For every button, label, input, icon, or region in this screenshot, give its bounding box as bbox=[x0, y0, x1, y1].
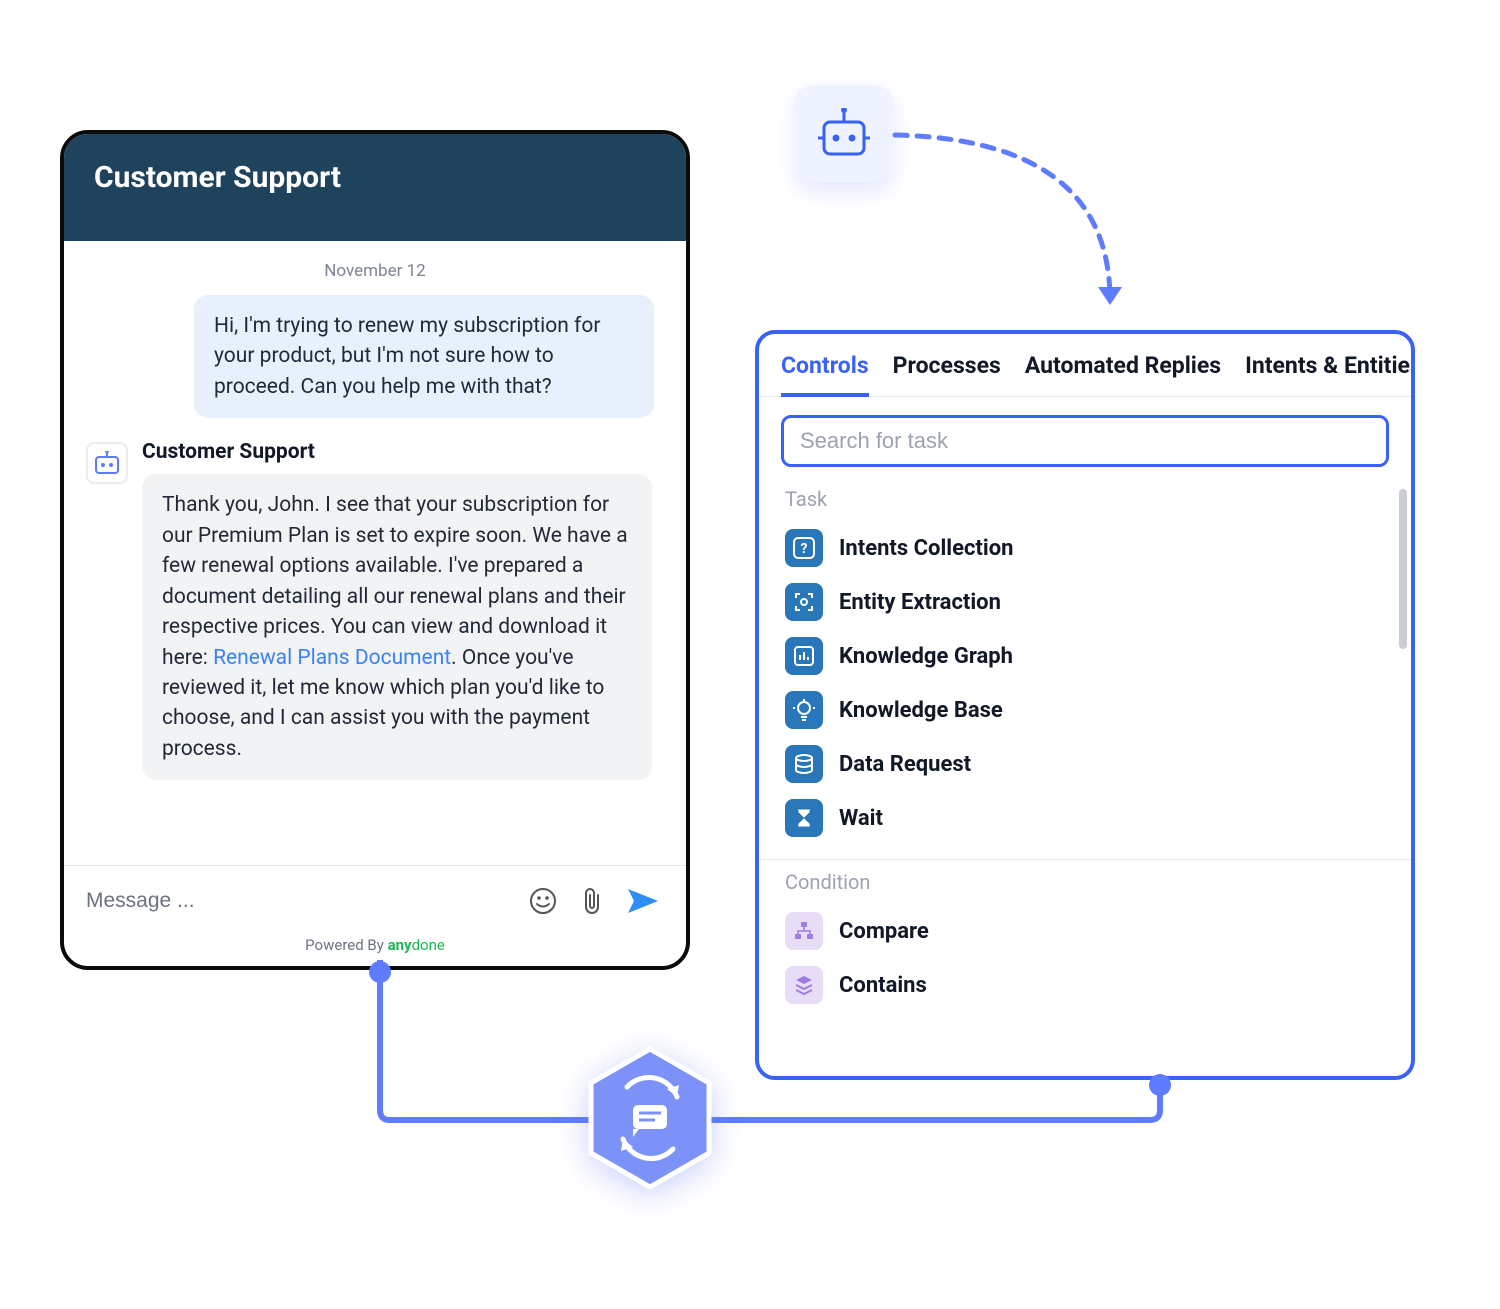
paperclip-icon bbox=[580, 886, 604, 916]
bot-message-bubble: Thank you, John. I see that your subscri… bbox=[142, 474, 652, 780]
chat-hex-icon bbox=[585, 1045, 715, 1191]
task-intents-collection[interactable]: ? Intents Collection bbox=[781, 521, 1389, 575]
chat-body: November 12 Hi, I'm trying to renew my s… bbox=[64, 241, 686, 865]
powered-by-label: Powered By bbox=[305, 936, 387, 954]
task-label: Entity Extraction bbox=[839, 590, 1001, 615]
section-condition-label: Condition bbox=[785, 870, 1389, 894]
bot-name-label: Customer Support bbox=[142, 440, 664, 464]
task-wait[interactable]: Wait bbox=[781, 791, 1389, 845]
task-label: Contains bbox=[839, 973, 927, 998]
hourglass-icon bbox=[785, 799, 823, 837]
tabs: Controls Processes Automated Replies Int… bbox=[759, 334, 1411, 397]
task-knowledge-base[interactable]: Knowledge Base bbox=[781, 683, 1389, 737]
task-label: Intents Collection bbox=[839, 536, 1013, 561]
dashed-connector bbox=[880, 120, 1200, 350]
task-label: Data Request bbox=[839, 752, 971, 777]
search-input[interactable] bbox=[781, 415, 1389, 467]
scrollbar[interactable] bbox=[1399, 489, 1407, 649]
user-message-text: Hi, I'm trying to renew my subscription … bbox=[214, 314, 600, 399]
chat-input-bar bbox=[64, 865, 686, 930]
chat-date: November 12 bbox=[86, 261, 664, 281]
scan-icon bbox=[785, 583, 823, 621]
database-icon bbox=[785, 745, 823, 783]
svg-text:?: ? bbox=[801, 541, 808, 557]
task-label: Wait bbox=[839, 806, 883, 831]
compare-icon bbox=[785, 912, 823, 950]
task-knowledge-graph[interactable]: Knowledge Graph bbox=[781, 629, 1389, 683]
tab-automated-replies[interactable]: Automated Replies bbox=[1025, 352, 1221, 396]
chat-footer: Powered By anydone bbox=[64, 930, 686, 966]
tab-processes[interactable]: Processes bbox=[893, 352, 1001, 396]
section-divider bbox=[759, 859, 1411, 860]
tab-intents-entities[interactable]: Intents & Entities bbox=[1245, 352, 1415, 396]
controls-panel: Controls Processes Automated Replies Int… bbox=[755, 330, 1415, 1080]
robot-icon bbox=[816, 108, 872, 160]
smile-icon bbox=[528, 886, 558, 916]
chart-icon bbox=[785, 637, 823, 675]
question-icon: ? bbox=[785, 529, 823, 567]
task-list: Task ? Intents Collection Entity Extract… bbox=[759, 477, 1411, 1076]
condition-contains[interactable]: Contains bbox=[781, 958, 1389, 1012]
section-task-label: Task bbox=[785, 487, 1389, 511]
tab-controls[interactable]: Controls bbox=[781, 352, 869, 397]
send-button[interactable] bbox=[622, 882, 664, 920]
user-message-bubble: Hi, I'm trying to renew my subscription … bbox=[194, 295, 654, 418]
bot-avatar-icon bbox=[86, 442, 128, 484]
brand-any: any bbox=[388, 936, 412, 954]
renewal-plans-link[interactable]: Renewal Plans Document bbox=[213, 646, 451, 670]
task-label: Compare bbox=[839, 919, 929, 944]
task-label: Knowledge Graph bbox=[839, 644, 1013, 669]
bot-message-before: Thank you, John. I see that your subscri… bbox=[162, 493, 628, 669]
chat-window: Customer Support November 12 Hi, I'm try… bbox=[60, 130, 690, 970]
emoji-button[interactable] bbox=[524, 882, 562, 920]
condition-compare[interactable]: Compare bbox=[781, 904, 1389, 958]
chat-title: Customer Support bbox=[94, 160, 341, 195]
send-icon bbox=[626, 886, 660, 916]
attach-button[interactable] bbox=[576, 882, 608, 920]
stack-icon bbox=[785, 966, 823, 1004]
hex-node bbox=[585, 1045, 715, 1191]
task-data-request[interactable]: Data Request bbox=[781, 737, 1389, 791]
bot-message-row: Customer Support Thank you, John. I see … bbox=[86, 440, 664, 780]
bulb-icon bbox=[785, 691, 823, 729]
task-entity-extraction[interactable]: Entity Extraction bbox=[781, 575, 1389, 629]
message-input[interactable] bbox=[86, 889, 510, 913]
task-label: Knowledge Base bbox=[839, 698, 1003, 723]
brand-done: done bbox=[412, 936, 445, 954]
bot-badge bbox=[795, 85, 893, 183]
chat-header: Customer Support bbox=[64, 134, 686, 241]
